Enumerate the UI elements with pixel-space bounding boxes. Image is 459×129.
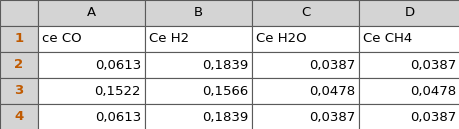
Bar [38, 104, 145, 129]
Text: 2: 2 [14, 58, 23, 71]
Bar [0, 0, 38, 26]
Bar [38, 52, 145, 78]
Bar [358, 0, 459, 26]
Bar [358, 78, 459, 104]
Text: 3: 3 [14, 84, 23, 98]
Bar [145, 26, 252, 52]
Text: 0,0613: 0,0613 [95, 58, 141, 71]
Bar [145, 104, 252, 129]
Text: 0,0387: 0,0387 [409, 111, 455, 123]
Bar [0, 78, 38, 104]
Text: Ce H2O: Ce H2O [256, 33, 306, 46]
Text: 0,1839: 0,1839 [202, 58, 247, 71]
Bar [145, 78, 252, 104]
Bar [38, 78, 145, 104]
Text: 0,1566: 0,1566 [202, 84, 247, 98]
Text: 0,0478: 0,0478 [409, 84, 455, 98]
Bar [252, 104, 358, 129]
Text: B: B [194, 6, 202, 19]
Bar [358, 26, 459, 52]
Text: ce CO: ce CO [42, 33, 81, 46]
Text: A: A [87, 6, 96, 19]
Bar [145, 52, 252, 78]
Bar [358, 52, 459, 78]
Text: 0,1522: 0,1522 [94, 84, 141, 98]
Bar [145, 0, 252, 26]
Bar [0, 52, 38, 78]
Bar [252, 52, 358, 78]
Bar [252, 78, 358, 104]
Text: 0,1839: 0,1839 [202, 111, 247, 123]
Text: 1: 1 [14, 33, 23, 46]
Text: C: C [300, 6, 309, 19]
Text: 0,0387: 0,0387 [409, 58, 455, 71]
Text: 4: 4 [14, 111, 23, 123]
Text: Ce CH4: Ce CH4 [362, 33, 411, 46]
Bar [38, 0, 145, 26]
Text: 0,0387: 0,0387 [308, 58, 354, 71]
Text: 0,0478: 0,0478 [308, 84, 354, 98]
Bar [358, 104, 459, 129]
Bar [252, 26, 358, 52]
Bar [252, 0, 358, 26]
Text: 0,0613: 0,0613 [95, 111, 141, 123]
Text: 0,0387: 0,0387 [308, 111, 354, 123]
Text: Ce H2: Ce H2 [149, 33, 189, 46]
Bar [0, 26, 38, 52]
Bar [0, 104, 38, 129]
Bar [38, 26, 145, 52]
Text: D: D [403, 6, 414, 19]
